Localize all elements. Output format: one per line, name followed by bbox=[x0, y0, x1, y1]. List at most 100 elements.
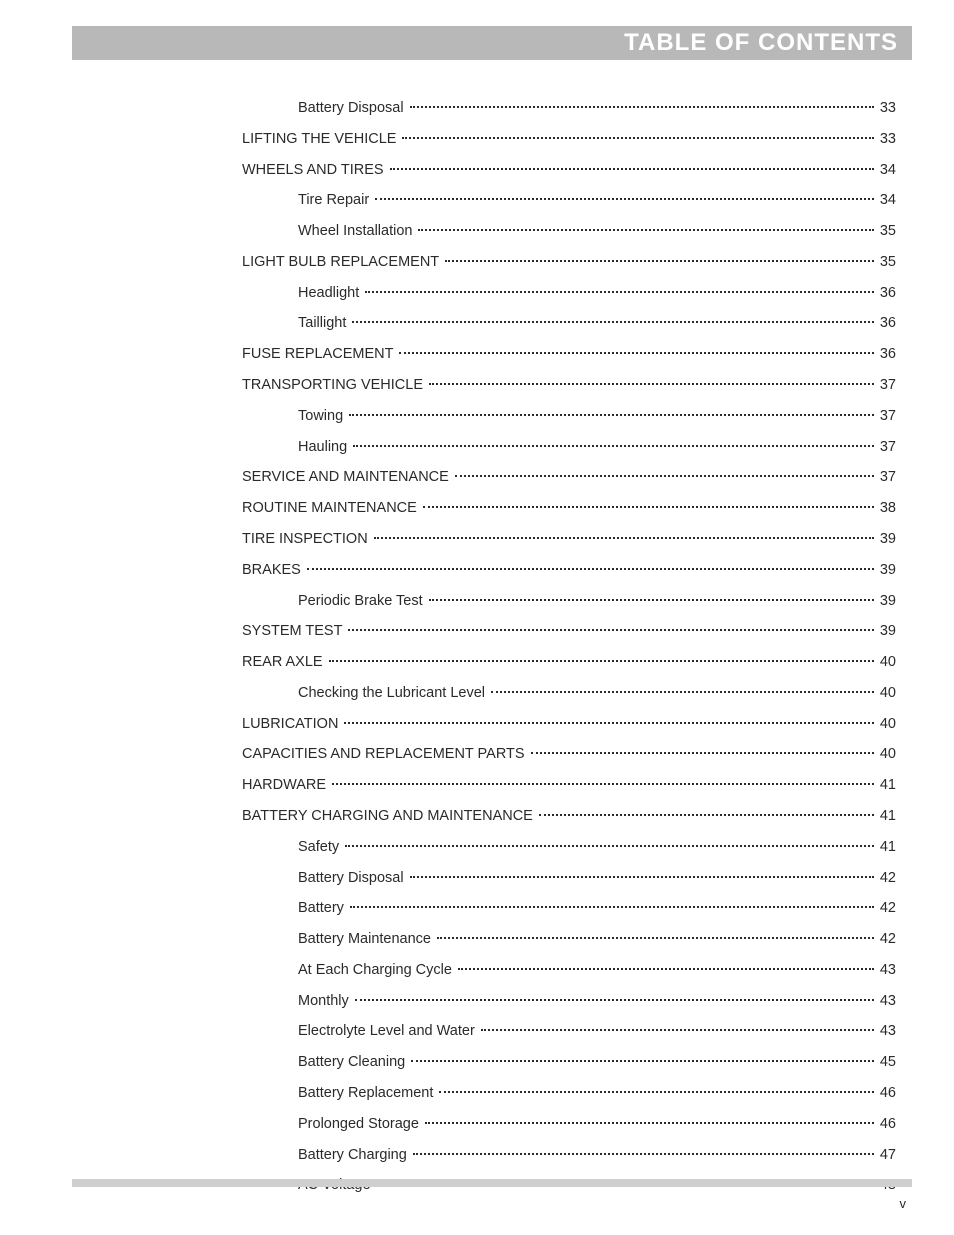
toc-entry-label: TIRE INSPECTION bbox=[242, 531, 372, 548]
toc-entry-label: Battery bbox=[298, 900, 348, 917]
toc-leader-dots bbox=[411, 1060, 874, 1062]
toc-entry-page: 33 bbox=[876, 131, 896, 148]
toc-entry: Wheel Installation 35 bbox=[242, 223, 896, 240]
toc-leader-dots bbox=[481, 1029, 874, 1031]
toc-entry-page: 34 bbox=[876, 192, 896, 209]
toc-entry: LIFTING THE VEHICLE 33 bbox=[242, 131, 896, 148]
toc-entry-label: REAR AXLE bbox=[242, 654, 327, 671]
toc-entry-page: 39 bbox=[876, 623, 896, 640]
toc-entry-label: LIFTING THE VEHICLE bbox=[242, 131, 400, 148]
toc-entry-page: 37 bbox=[876, 408, 896, 425]
toc-entry: Battery Disposal 42 bbox=[242, 870, 896, 887]
toc-leader-dots bbox=[437, 937, 874, 939]
toc-entry: Hauling 37 bbox=[242, 439, 896, 456]
toc-entry-label: HARDWARE bbox=[242, 777, 330, 794]
toc-entry-page: 42 bbox=[876, 900, 896, 917]
toc-entry-label: Monthly bbox=[298, 993, 353, 1010]
toc-entry: HARDWARE 41 bbox=[242, 777, 896, 794]
toc-entry-page: 37 bbox=[876, 469, 896, 486]
toc-entry: LIGHT BULB REPLACEMENT 35 bbox=[242, 254, 896, 271]
toc-entry-page: 34 bbox=[876, 162, 896, 179]
toc-entry: Taillight 36 bbox=[242, 315, 896, 332]
toc-leader-dots bbox=[423, 506, 874, 508]
toc-entry-page: 42 bbox=[876, 931, 896, 948]
toc-entry-label: SERVICE AND MAINTENANCE bbox=[242, 469, 453, 486]
toc-leader-dots bbox=[410, 106, 874, 108]
toc-entry: Prolonged Storage 46 bbox=[242, 1116, 896, 1133]
toc-entry: REAR AXLE 40 bbox=[242, 654, 896, 671]
toc-entry: Battery Charging 47 bbox=[242, 1147, 896, 1164]
toc-entry: WHEELS AND TIRES 34 bbox=[242, 162, 896, 179]
toc-leader-dots bbox=[425, 1122, 874, 1124]
toc-entry: CAPACITIES AND REPLACEMENT PARTS 40 bbox=[242, 746, 896, 763]
toc-entry: LUBRICATION 40 bbox=[242, 716, 896, 733]
toc-entry-label: At Each Charging Cycle bbox=[298, 962, 456, 979]
toc-leader-dots bbox=[458, 968, 874, 970]
toc-entry: Battery 42 bbox=[242, 900, 896, 917]
toc-entry: Safety 41 bbox=[242, 839, 896, 856]
toc-entry: Battery Disposal 33 bbox=[242, 100, 896, 117]
toc-leader-dots bbox=[402, 137, 873, 139]
toc-leader-dots bbox=[429, 383, 874, 385]
toc-entry: Towing 37 bbox=[242, 408, 896, 425]
toc-entry-label: Safety bbox=[298, 839, 343, 856]
toc-entry-page: 42 bbox=[876, 870, 896, 887]
toc-leader-dots bbox=[352, 321, 874, 323]
toc-entry-label: Battery Maintenance bbox=[298, 931, 435, 948]
toc-entry-page: 36 bbox=[876, 315, 896, 332]
toc-entry: TIRE INSPECTION 39 bbox=[242, 531, 896, 548]
toc-entry: SERVICE AND MAINTENANCE 37 bbox=[242, 469, 896, 486]
toc-entry-page: 41 bbox=[876, 839, 896, 856]
toc-entry-page: 46 bbox=[876, 1085, 896, 1102]
toc-leader-dots bbox=[390, 168, 874, 170]
toc-leader-dots bbox=[345, 845, 874, 847]
toc-entry: Checking the Lubricant Level 40 bbox=[242, 685, 896, 702]
toc-entry-page: 40 bbox=[876, 746, 896, 763]
toc-entry-page: 47 bbox=[876, 1147, 896, 1164]
toc-leader-dots bbox=[413, 1153, 874, 1155]
toc-entry: Battery Maintenance 42 bbox=[242, 931, 896, 948]
toc-entry-label: Battery Charging bbox=[298, 1147, 411, 1164]
toc-entry-label: SYSTEM TEST bbox=[242, 623, 346, 640]
toc-entry-label: Battery Disposal bbox=[298, 100, 408, 117]
toc-entry-page: 37 bbox=[876, 377, 896, 394]
toc-entry-label: BATTERY CHARGING AND MAINTENANCE bbox=[242, 808, 537, 825]
toc-entry-label: Battery Disposal bbox=[298, 870, 408, 887]
header-bar: TABLE OF CONTENTS bbox=[72, 26, 912, 60]
toc-leader-dots bbox=[455, 475, 874, 477]
toc-entry-label: Hauling bbox=[298, 439, 351, 456]
toc-entry-page: 43 bbox=[876, 1023, 896, 1040]
toc-entry-label: WHEELS AND TIRES bbox=[242, 162, 388, 179]
toc-leader-dots bbox=[539, 814, 874, 816]
toc-entry: FUSE REPLACEMENT 36 bbox=[242, 346, 896, 363]
toc-entry-label: BRAKES bbox=[242, 562, 305, 579]
toc-entry: BATTERY CHARGING AND MAINTENANCE 41 bbox=[242, 808, 896, 825]
page-title: TABLE OF CONTENTS bbox=[624, 29, 898, 57]
toc-entry-page: 36 bbox=[876, 346, 896, 363]
toc-entry-page: 38 bbox=[876, 500, 896, 517]
toc-entry-label: Battery Replacement bbox=[298, 1085, 437, 1102]
toc-entry-label: Wheel Installation bbox=[298, 223, 416, 240]
toc-leader-dots bbox=[365, 291, 874, 293]
toc-entry: ROUTINE MAINTENANCE 38 bbox=[242, 500, 896, 517]
toc-leader-dots bbox=[439, 1091, 873, 1093]
toc-entry-label: Towing bbox=[298, 408, 347, 425]
toc-entry: Tire Repair 34 bbox=[242, 192, 896, 209]
toc-leader-dots bbox=[353, 445, 874, 447]
toc-entry-page: 40 bbox=[876, 654, 896, 671]
toc-entry-label: Electrolyte Level and Water bbox=[298, 1023, 479, 1040]
toc-entry-label: Headlight bbox=[298, 285, 363, 302]
toc-entry-page: 39 bbox=[876, 593, 896, 610]
toc-leader-dots bbox=[355, 999, 874, 1001]
page-number: v bbox=[900, 1196, 907, 1211]
toc-leader-dots bbox=[307, 568, 874, 570]
toc-entry: TRANSPORTING VEHICLE 37 bbox=[242, 377, 896, 394]
toc-entry-label: Taillight bbox=[298, 315, 350, 332]
toc-entry-page: 40 bbox=[876, 685, 896, 702]
toc-leader-dots bbox=[374, 537, 874, 539]
toc-entry-page: 35 bbox=[876, 223, 896, 240]
toc-entry-label: CAPACITIES AND REPLACEMENT PARTS bbox=[242, 746, 529, 763]
toc-leader-dots bbox=[350, 906, 874, 908]
toc-entry-label: LIGHT BULB REPLACEMENT bbox=[242, 254, 443, 271]
toc-entry: BRAKES 39 bbox=[242, 562, 896, 579]
